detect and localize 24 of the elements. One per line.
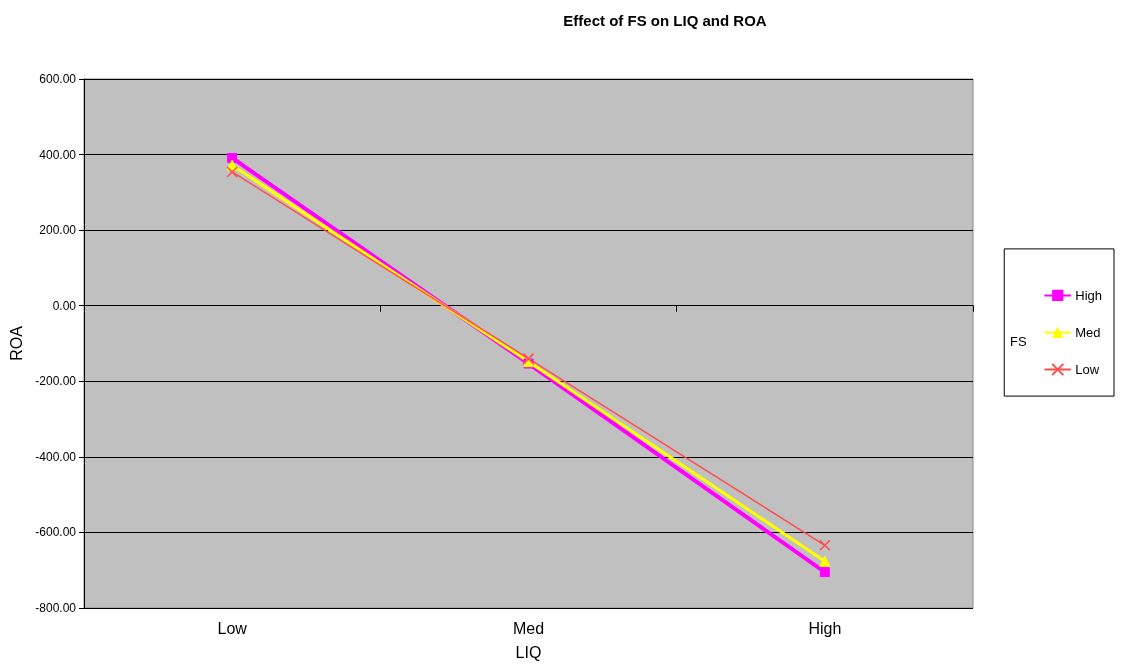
chart-title: Effect of FS on LIQ and ROA [563, 12, 767, 29]
point [226, 166, 238, 178]
point [819, 539, 831, 552]
y-tick-label: -800.00 [35, 601, 77, 615]
point [819, 567, 830, 578]
point [522, 352, 535, 365]
point [819, 555, 831, 567]
x-axis-title: LIQ [515, 643, 542, 661]
x-tick-label: High [808, 619, 842, 637]
y-tick-label: 0.00 [52, 298, 77, 313]
y-axis-title: ROA [7, 325, 25, 361]
y-tick-label: -200.00 [35, 374, 77, 389]
y-tick-label: 600.00 [39, 72, 77, 86]
y-tick-label: 200.00 [39, 223, 77, 238]
y-tick-label: -600.00 [35, 525, 77, 540]
x-tick-label: Low [217, 619, 248, 637]
point [227, 152, 238, 163]
y-tick-label: -400.00 [35, 449, 77, 464]
x-tick-label: Med [512, 619, 545, 637]
legend-label: Low [1075, 362, 1100, 377]
legend-label: Med [1075, 324, 1101, 340]
y-tick-label: 400.00 [39, 147, 77, 162]
legend-label: High [1075, 287, 1103, 303]
legend-title: FS [1010, 334, 1028, 349]
